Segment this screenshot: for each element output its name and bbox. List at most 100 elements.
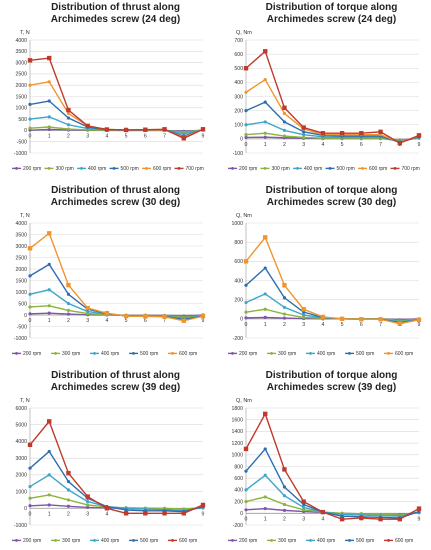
data-point-500-rpm <box>66 292 71 296</box>
legend-item-400-rpm: 400 rpm <box>101 538 119 544</box>
data-point-600-rpm <box>200 313 206 319</box>
x-tick-label: 7 <box>379 322 382 328</box>
chart-title-line: Distribution of thrust along <box>51 185 180 196</box>
data-point-500-rpm <box>282 296 287 300</box>
y-tick-label: 6000 <box>15 406 27 412</box>
data-point-600-rpm <box>301 307 306 312</box>
y-tick-label: 800 <box>234 464 243 470</box>
data-point-600-rpm <box>339 516 345 522</box>
y-tick-label: 0 <box>240 137 243 143</box>
x-tick-label: 4 <box>321 516 324 522</box>
data-point-700-rpm <box>378 129 383 135</box>
legend-swatch-marker <box>132 539 135 542</box>
data-point-600-rpm <box>162 314 167 320</box>
data-point-600-rpm <box>47 231 52 236</box>
data-point-600-rpm <box>282 111 287 116</box>
data-point-500-rpm <box>244 283 248 287</box>
data-point-600-rpm <box>282 467 287 472</box>
legend-swatch-marker <box>231 352 234 355</box>
y-tick-label: 1600 <box>231 418 243 424</box>
x-tick-label: 9 <box>202 318 205 324</box>
data-point-500-rpm <box>244 109 248 113</box>
y-axis-label: T, N <box>20 398 30 404</box>
data-point-400-rpm <box>86 309 90 314</box>
data-point-600-rpm <box>27 246 33 251</box>
y-tick-label: 100 <box>234 123 243 129</box>
y-tick-label: -500 <box>17 324 27 330</box>
series-line-600-rpm <box>29 81 204 138</box>
data-point-700-rpm <box>339 131 345 136</box>
y-tick-label: 400 <box>234 278 243 284</box>
data-point-600-rpm <box>66 111 71 116</box>
data-point-600-rpm <box>200 502 206 508</box>
data-point-600-rpm <box>320 509 326 515</box>
legend-swatch-marker <box>112 167 116 170</box>
data-point-400-rpm <box>47 473 51 477</box>
legend-item-500-rpm: 500 rpm <box>140 538 158 544</box>
data-point-400-rpm <box>28 484 32 489</box>
data-point-600-rpm <box>123 313 129 319</box>
data-point-300-rpm <box>244 500 248 504</box>
legend-swatch-marker <box>80 167 83 170</box>
y-tick-label: 400 <box>234 80 243 86</box>
data-point-300-rpm <box>282 312 287 316</box>
x-tick-label: 3 <box>86 133 89 139</box>
legend-swatch-marker <box>231 167 234 170</box>
data-point-600-rpm <box>378 516 383 522</box>
legend-item-300-rpm: 300 rpm <box>56 166 74 172</box>
data-point-200-rpm <box>244 316 248 320</box>
data-point-600-rpm <box>85 305 90 311</box>
x-tick-label: 7 <box>163 318 166 324</box>
x-tick-label: 5 <box>125 318 128 324</box>
series-line-600-rpm <box>245 413 420 520</box>
data-point-500-rpm <box>47 449 51 454</box>
y-tick-label: 0 <box>24 128 27 134</box>
data-point-600-rpm <box>339 316 345 322</box>
legend-swatch-marker <box>348 352 351 355</box>
legend-swatch-marker <box>171 539 174 542</box>
data-point-700-rpm <box>66 107 71 113</box>
data-point-300-rpm <box>86 503 90 507</box>
data-point-400-rpm <box>263 473 267 477</box>
x-tick-label: 9 <box>418 142 421 148</box>
legend-item-500-rpm: 500 rpm <box>356 351 374 357</box>
legend-swatch-marker <box>15 352 18 355</box>
data-point-600-rpm <box>320 314 326 320</box>
y-tick-label: 600 <box>234 259 243 265</box>
y-tick-label: 3000 <box>15 60 27 66</box>
data-point-300-rpm <box>263 131 267 135</box>
legend-item-300-rpm: 300 rpm <box>278 351 296 357</box>
y-tick-label: 700 <box>234 38 243 44</box>
y-tick-label: 3500 <box>15 49 27 55</box>
data-point-400-rpm <box>66 301 71 306</box>
legend-swatch-marker <box>309 539 312 542</box>
series-line-600-rpm <box>29 232 204 322</box>
data-point-700-rpm <box>162 127 167 132</box>
data-point-200-rpm <box>47 503 51 507</box>
legend-swatch-marker <box>348 539 351 542</box>
x-tick-label: 1 <box>264 142 267 148</box>
data-point-600-rpm <box>243 446 249 452</box>
legend-item-600-rpm: 600 rpm <box>369 166 387 172</box>
data-point-700-rpm <box>181 136 186 141</box>
chart-title-line: Archimedes screw (39 deg) <box>51 382 181 393</box>
data-point-700-rpm <box>85 123 90 129</box>
y-tick-label: 0 <box>240 511 243 517</box>
data-point-300-rpm <box>28 496 32 500</box>
legend-item-200-rpm: 200 rpm <box>23 351 41 357</box>
y-tick-label: 400 <box>234 488 243 494</box>
data-point-200-rpm <box>282 508 287 512</box>
data-point-400-rpm <box>47 288 51 292</box>
x-tick-label: 2 <box>283 142 286 148</box>
data-point-700-rpm <box>27 58 33 63</box>
legend-swatch-marker <box>387 352 390 355</box>
data-point-300-rpm <box>302 135 306 140</box>
data-point-600-rpm <box>243 259 249 264</box>
data-point-300-rpm <box>47 125 51 129</box>
data-point-500-rpm <box>263 447 267 451</box>
data-point-600-rpm <box>85 494 90 499</box>
legend-swatch-marker <box>270 539 273 542</box>
y-tick-label: 500 <box>234 66 243 72</box>
